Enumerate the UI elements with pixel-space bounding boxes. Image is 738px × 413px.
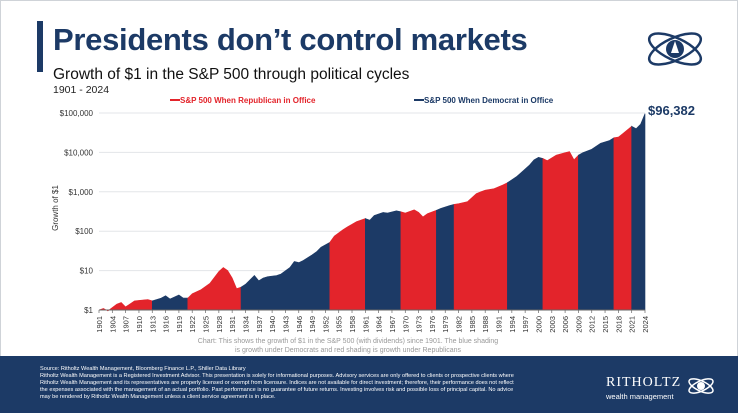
area-republican-1901 [98,299,153,312]
footer-disclaimer-3: the expenses associated with the managem… [40,387,514,393]
x-tick-label: 1982 [455,316,464,333]
end-value-label: $96,382 [648,103,695,118]
x-tick-label: 1997 [521,316,530,333]
x-axis-tick-labels: 1901 1904 1907 1910 1913 1916 1919 1922 1925 1928… [95,310,650,333]
x-tick-label: 1955 [335,316,344,333]
x-tick-label: 1967 [388,316,397,333]
ritholtz-logo-icon [647,32,703,66]
x-tick-label: 1910 [135,316,144,333]
x-tick-label: 2015 [601,316,610,333]
x-tick-label: 2018 [614,316,623,333]
chart-period: 1901 - 2024 [53,84,110,96]
title-accent-bar [37,21,43,72]
x-tick-label: 1901 [95,316,104,333]
x-tick-label: 1949 [308,316,317,333]
x-tick-label: 2009 [574,316,583,333]
chart-note-line-2: is growth under Democrats and red shadin… [235,347,462,354]
footer-band: Source: Ritholtz Wealth Management, Bloo… [0,356,738,413]
x-tick-label: 1985 [468,316,477,333]
legend: S&P 500 When Republican in Office S&P 50… [170,96,554,105]
x-tick-label: 1952 [321,316,330,333]
brand-subtitle: wealth management [606,392,674,401]
area-republican-2001 [542,151,579,311]
x-tick-label: 1976 [428,316,437,333]
y-tick-label: $10 [80,267,94,276]
x-tick-label: 1919 [175,316,184,333]
x-tick-label: 2021 [628,316,637,333]
y-tick-label: $10,000 [64,148,93,157]
x-tick-label: 1934 [241,316,250,333]
area-republican-1981 [453,182,508,311]
x-tick-label: 1925 [202,316,211,333]
x-tick-label: 1964 [375,316,384,333]
area-republican-1921 [187,267,242,311]
x-tick-label: 1991 [495,316,504,333]
y-tick-label: $1,000 [69,188,94,197]
x-tick-label: 1979 [441,316,450,333]
chart-subtitle: Growth of $1 in the S&P 500 through poli… [53,66,410,83]
x-tick-label: 1961 [361,316,370,333]
footer-source: Source: Ritholtz Wealth Management, Bloo… [40,366,246,372]
x-tick-label: 2012 [588,316,597,333]
x-tick-label: 2003 [548,316,557,333]
area-democrat-1977 [436,204,455,311]
area-democrat-1933 [240,241,331,311]
x-tick-label: 1943 [281,316,290,333]
legend-republican-label: S&P 500 When Republican in Office [180,96,316,105]
x-tick-label: 1904 [108,316,117,333]
x-tick-label: 1928 [215,316,224,333]
footer-disclaimer-1: Ritholtz Wealth Management is a Register… [40,373,514,379]
x-tick-label: 2006 [561,316,570,333]
growth-area [98,113,646,312]
x-tick-label: 1988 [481,316,490,333]
x-tick-label: 1970 [401,316,410,333]
brand-name: RITHOLTZ [606,375,682,390]
x-tick-label: 1937 [255,316,264,333]
area-republican-2017 [613,125,633,311]
y-axis-label: Growth of $1 [51,185,60,231]
sp500-chart: $1$10$100$1,000$10,000$100,000 1901 1904 1… [51,96,695,354]
chart-note-line-1: Chart: This shows the growth of $1 in th… [198,338,499,345]
y-axis-tick-labels: $1 $10 $100 $1,000 $10,000 $100,000 [60,109,94,315]
x-tick-label: 1931 [228,316,237,333]
area-democrat-1961 [364,210,402,311]
footer-disclaimer-4: may be rendered by Ritholtz Wealth Manag… [40,394,276,400]
area-democrat-1993 [507,156,544,311]
x-tick-label: 2000 [534,316,543,333]
page-title: Presidents don’t control markets [53,22,528,57]
area-democrat-2021 [631,113,646,311]
legend-democrat-label: S&P 500 When Democrat in Office [424,96,554,105]
x-tick-label: 1946 [295,316,304,333]
y-tick-label: $1 [84,306,93,315]
x-tick-label: 1913 [148,316,157,333]
footer-disclaimer-2: Ritholtz Wealth Management and its repre… [40,380,514,386]
x-tick-label: 1940 [268,316,277,333]
brand-logo-icon [688,378,714,394]
x-tick-label: 1916 [162,316,171,333]
x-tick-label: 1994 [508,316,517,333]
area-republican-1969 [400,209,437,311]
area-democrat-1913 [151,294,189,311]
y-tick-label: $100 [75,227,93,236]
x-tick-label: 1958 [348,316,357,333]
area-republican-1953 [329,218,366,311]
area-democrat-2009 [578,137,615,311]
x-tick-label: 1907 [122,316,131,333]
x-tick-label: 1973 [415,316,424,333]
y-tick-label: $100,000 [60,109,94,118]
x-tick-label: 2024 [641,316,650,333]
x-tick-label: 1922 [188,316,197,333]
